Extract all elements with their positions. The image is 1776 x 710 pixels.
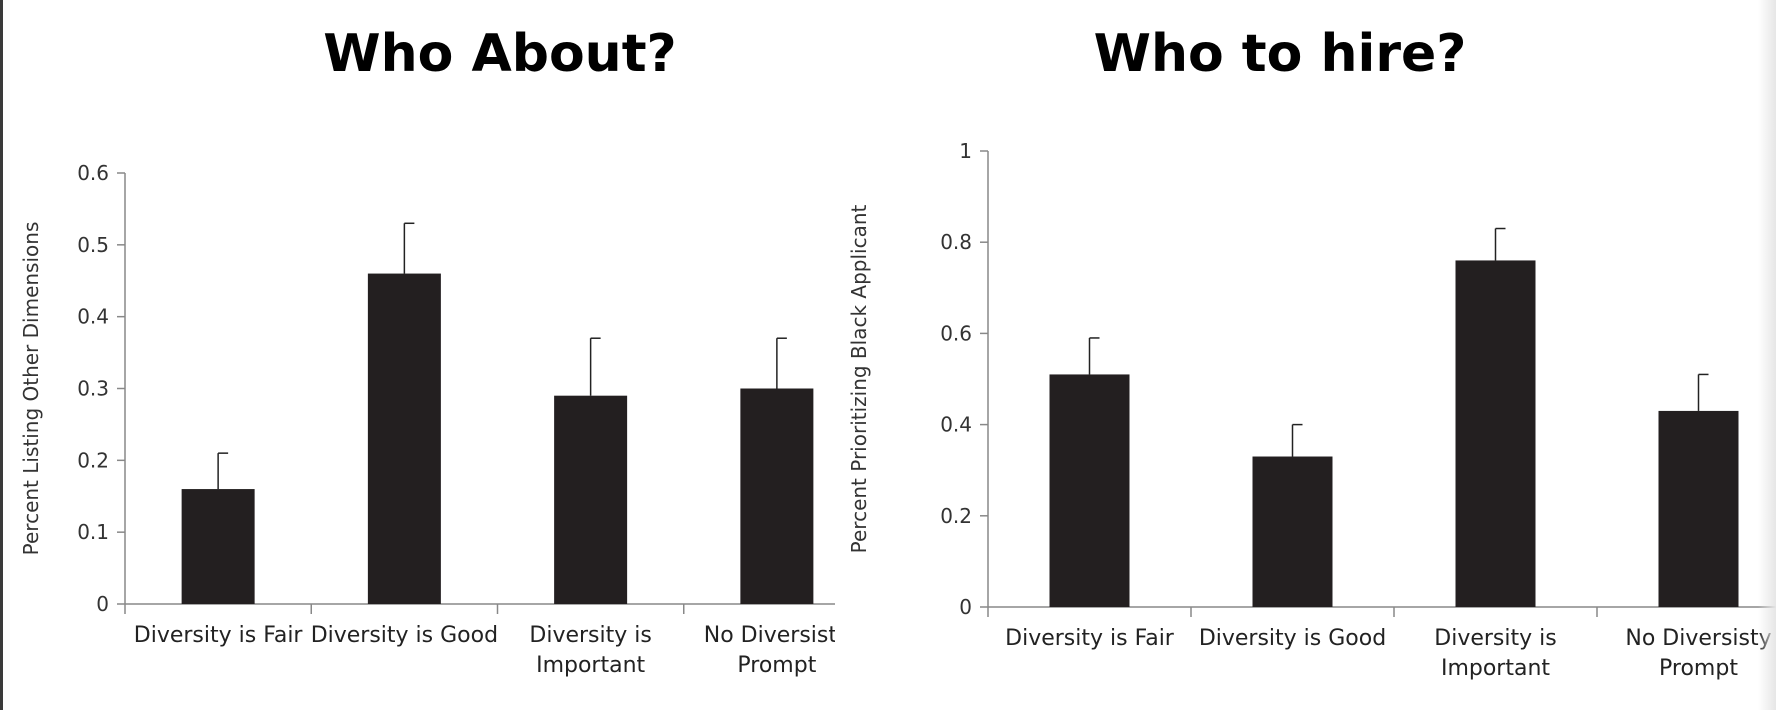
x-category-label: Diversity is Fair: [134, 623, 304, 648]
y-tick-label: 1: [959, 139, 972, 163]
bar: [1658, 410, 1739, 607]
x-category-label: Prompt: [1659, 656, 1738, 681]
x-category-label: Diversity is Fair: [1005, 626, 1175, 651]
x-category-label: Important: [536, 653, 645, 678]
bar: [740, 388, 814, 604]
x-category-label: Diversity is Good: [311, 623, 498, 648]
x-category-label: Diversity is: [529, 623, 651, 648]
x-category-label: Prompt: [737, 653, 816, 678]
y-tick-label: 0.5: [77, 233, 109, 257]
y-tick-label: 0.2: [77, 448, 109, 472]
y-tick-label: 0.4: [77, 305, 109, 329]
right-edge-shadow: [1758, 0, 1776, 710]
x-category-label: Important: [1441, 656, 1550, 681]
y-tick-label: 0.3: [77, 377, 109, 401]
y-axis-label: Percent Prioritizing Black Applicant: [847, 204, 871, 553]
y-tick-label: 0.8: [940, 230, 972, 254]
bar: [1252, 456, 1333, 607]
x-category-label: Diversity is Good: [1199, 626, 1386, 651]
window-left-border: [0, 0, 3, 710]
y-tick-label: 0.6: [940, 321, 972, 345]
bar: [181, 489, 255, 604]
y-tick-label: 0: [96, 592, 109, 616]
bar: [367, 273, 441, 604]
y-tick-label: 0.1: [77, 520, 109, 544]
y-axis-label: Percent Listing Other Dimensions: [19, 222, 43, 556]
bar: [1049, 374, 1130, 607]
y-tick-label: 0.2: [940, 504, 972, 528]
x-category-label: No Diversisty: [1625, 626, 1771, 651]
x-category-label: No Diversisty: [704, 623, 835, 648]
bar-chart-who-about: 0 0.1 0.2 0.3 0.4 0.5 0.6 Diversity is Fair Dive…: [19, 161, 835, 678]
y-tick-label: 0.4: [940, 413, 972, 437]
bar: [1455, 260, 1536, 607]
chart-title-who-about: Who About?: [323, 24, 677, 84]
y-tick-label: 0.6: [77, 161, 109, 185]
y-tick-label: 0: [959, 595, 972, 619]
bar: [554, 395, 628, 604]
x-category-label: Diversity is: [1434, 626, 1556, 651]
chart-title-who-to-hire: Who to hire?: [1093, 24, 1467, 84]
